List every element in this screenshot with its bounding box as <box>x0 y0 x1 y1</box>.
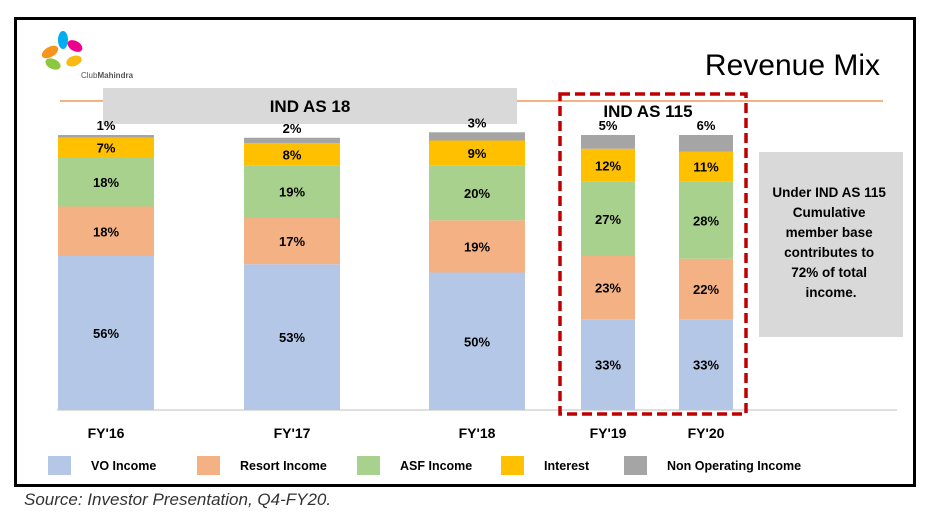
data-label-nonop: 3% <box>468 115 487 130</box>
data-label-asf: 28% <box>693 213 719 228</box>
source-caption: Source: Investor Presentation, Q4-FY20. <box>24 490 332 509</box>
bar-segment-nonop <box>244 137 340 144</box>
bar-segment-vo <box>581 319 635 410</box>
note-line: 72% of total <box>791 265 867 280</box>
chart-frame: ClubMahindra Revenue Mix IND AS 18 IND A… <box>14 17 916 487</box>
bar-segment-nonop <box>429 132 525 141</box>
bar-segment-vo <box>58 256 154 410</box>
x-tick-label: FY'20 <box>688 425 725 441</box>
legend-label-resort: Resort Income <box>240 459 327 473</box>
legend-label-interest: Interest <box>544 459 590 473</box>
data-label-vo: 53% <box>279 330 305 345</box>
data-label-vo: 50% <box>464 334 490 349</box>
bar-segment-interest <box>58 137 154 157</box>
ind-as-18-band <box>103 88 517 124</box>
legend-label-asf: ASF Income <box>400 459 472 473</box>
legend: VO Income Resort Income ASF Income Interest… <box>48 456 801 475</box>
bars-group: 56% 18% 18% 7% 1% FY'16 53% 17% 19% 8% 2% FY'17 50% 1… <box>58 115 733 441</box>
logo-name: Mahindra <box>97 71 133 80</box>
bar-segment-asf <box>429 165 525 221</box>
bar-segment-vo <box>679 319 733 410</box>
club-mahindra-logo: ClubMahindra <box>41 31 134 80</box>
data-label-nonop: 2% <box>283 121 302 136</box>
bar-segment-nonop <box>679 135 733 152</box>
svg-text:ClubMahindra: ClubMahindra <box>81 71 134 80</box>
x-tick-label: FY'18 <box>459 425 496 441</box>
bar-segment-nonop <box>58 135 154 138</box>
bar-segment-resort <box>679 258 733 320</box>
ind-as-115-highlight-box <box>558 92 748 416</box>
bar-segment-nonop <box>581 135 635 149</box>
bar-segment-interest <box>679 151 733 182</box>
legend-label-vo: VO Income <box>91 459 156 473</box>
bar-segment-vo <box>244 264 340 410</box>
data-label-resort: 19% <box>464 239 490 254</box>
data-label-interest: 9% <box>468 146 487 161</box>
data-label-interest: 7% <box>97 140 116 155</box>
note-text: Under IND AS 115 Cumulative member base … <box>772 185 889 300</box>
legend-label-nonop: Non Operating Income <box>667 459 801 473</box>
data-label-interest: 11% <box>693 160 719 175</box>
data-label-resort: 18% <box>93 224 119 239</box>
bar-segment-resort <box>244 217 340 265</box>
data-label-asf: 20% <box>464 186 490 201</box>
note-line: contributes to <box>784 245 874 260</box>
note-box <box>759 152 903 337</box>
note-line: Cumulative <box>793 205 866 220</box>
note-line: income. <box>805 285 856 300</box>
data-label-vo: 33% <box>595 358 621 373</box>
data-label-asf: 18% <box>93 175 119 190</box>
legend-swatch-resort <box>197 456 220 475</box>
note-line: member base <box>786 225 874 240</box>
bar-segment-interest <box>581 148 635 182</box>
chart-title: Revenue Mix <box>705 49 880 82</box>
bar-segment-resort <box>581 256 635 320</box>
x-tick-label: FY'16 <box>88 425 125 441</box>
ind-as-18-label: IND AS 18 <box>270 97 351 116</box>
bar-segment-asf <box>244 165 340 218</box>
data-label-asf: 19% <box>279 184 305 199</box>
bar-segment-resort <box>429 220 525 273</box>
bar-segment-resort <box>58 206 154 256</box>
x-tick-label: FY'17 <box>274 425 311 441</box>
legend-swatch-nonop <box>624 456 647 475</box>
legend-swatch-interest <box>501 456 524 475</box>
bar-segment-interest <box>244 143 340 166</box>
data-label-resort: 22% <box>693 282 719 297</box>
note-line: Under IND AS 115 <box>772 185 886 200</box>
data-label-nonop: 6% <box>697 118 716 133</box>
data-label-resort: 17% <box>279 234 305 249</box>
data-label-nonop: 5% <box>599 118 618 133</box>
data-label-interest: 12% <box>595 158 621 173</box>
bar-segment-interest <box>429 140 525 166</box>
data-label-vo: 56% <box>93 326 119 341</box>
ind-as-115-label: IND AS 115 <box>603 102 692 121</box>
data-label-nonop: 1% <box>97 118 116 133</box>
bar-segment-asf <box>679 181 733 259</box>
revenue-mix-chart: ClubMahindra Revenue Mix IND AS 18 IND A… <box>41 31 903 475</box>
logo-prefix: Club <box>81 71 98 80</box>
bar-segment-asf <box>581 181 635 256</box>
bar-segment-vo <box>429 272 525 410</box>
data-label-resort: 23% <box>595 281 621 296</box>
data-label-interest: 8% <box>283 147 302 162</box>
data-label-vo: 33% <box>693 358 719 373</box>
data-label-asf: 27% <box>595 212 621 227</box>
x-tick-label: FY'19 <box>590 425 627 441</box>
legend-swatch-vo <box>48 456 71 475</box>
bar-segment-asf <box>58 157 154 207</box>
legend-swatch-asf <box>357 456 380 475</box>
